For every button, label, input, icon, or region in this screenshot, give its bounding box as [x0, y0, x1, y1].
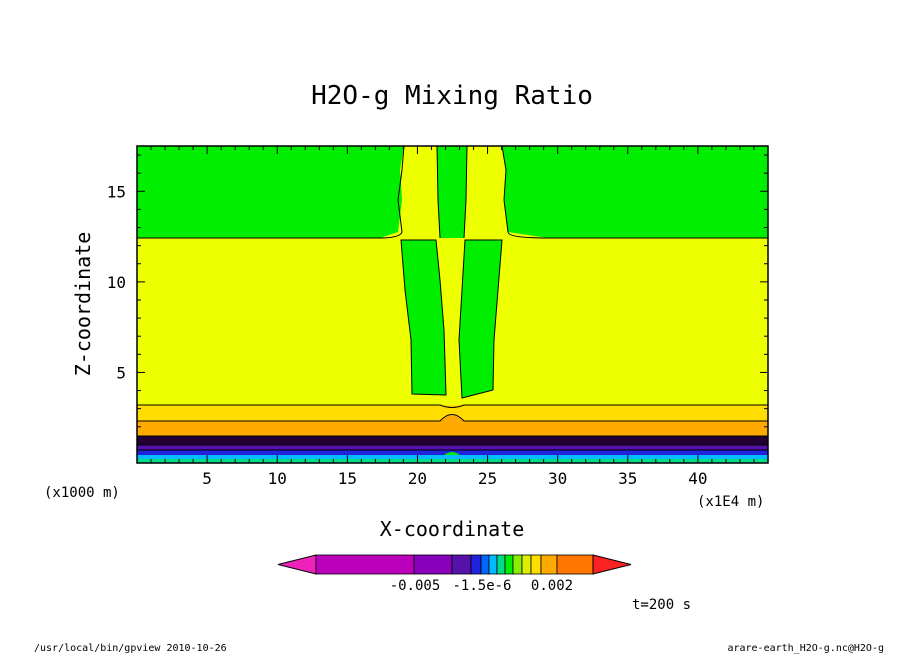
layer-cyan [137, 455, 768, 459]
colorbar-segment [530, 554, 542, 575]
colorbar-label: -1.5e-6 [452, 578, 511, 594]
colorbar-segment [315, 554, 415, 575]
layer-yellow-orange [137, 405, 768, 421]
column-left [401, 240, 446, 395]
y-axis-label: Z-coordinate [71, 232, 95, 377]
x-tick-label: 25 [478, 469, 497, 488]
bump-bottom [444, 452, 460, 455]
footer-right: arare-earth_H2O-g.nc@H2O-g [727, 643, 884, 654]
colorbar-segment [451, 554, 472, 575]
footer-left: /usr/local/bin/gpview 2010-10-26 [34, 643, 227, 654]
colorbar [277, 554, 632, 575]
colorbar-segment [480, 554, 490, 575]
colorbar-segment [504, 554, 514, 575]
colorbar-segment [413, 554, 453, 575]
colorbar-segment [540, 554, 558, 575]
x-tick-label: 40 [688, 469, 707, 488]
layer-dark-purple [137, 436, 768, 445]
x-tick-label: 35 [618, 469, 637, 488]
x-tick-label: 5 [202, 469, 212, 488]
middle-layer [137, 238, 768, 405]
layer-green-bottom [137, 459, 768, 463]
x-tick-label: 30 [548, 469, 567, 488]
colorbar-label: -0.005 [390, 578, 441, 594]
colorbar-segment [496, 554, 506, 575]
column-right [459, 240, 502, 398]
chart-title: H2O-g Mixing Ratio [311, 81, 593, 111]
colorbar-segment [512, 554, 523, 575]
colorbar-segment [488, 554, 498, 575]
x-scale-note: (x1E4 m) [697, 494, 764, 510]
x-axis: 5 10 15 20 25 30 35 40 [150, 146, 755, 488]
x-tick-label: 10 [268, 469, 287, 488]
colorbar-segment [521, 554, 532, 575]
colorbar-segment [470, 554, 482, 575]
layer-orange [137, 421, 768, 436]
plot-frame [136, 145, 769, 464]
x-tick-label: 20 [408, 469, 427, 488]
colorbar-label: 0.002 [531, 578, 573, 594]
x-axis-label: X-coordinate [380, 517, 525, 541]
y-axis: 5 10 15 [107, 154, 768, 446]
x-tick-label: 15 [338, 469, 357, 488]
colorbar-extend-low [277, 554, 317, 575]
plot-area [136, 145, 769, 464]
layer-purple [137, 445, 768, 450]
bump-orange [440, 415, 464, 422]
y-tick-label: 5 [116, 363, 126, 382]
colorbar-labels: -0.005 -1.5e-6 0.002 [390, 578, 573, 594]
time-label: t=200 s [632, 597, 691, 613]
colorbar-segment [556, 554, 594, 575]
y-tick-label: 15 [107, 182, 126, 201]
contour-lines [137, 145, 768, 451]
colorbar-extend-high [592, 554, 632, 575]
y-scale-note: (x1000 m) [44, 485, 120, 501]
y-tick-label: 10 [107, 273, 126, 292]
column-center [437, 146, 467, 238]
